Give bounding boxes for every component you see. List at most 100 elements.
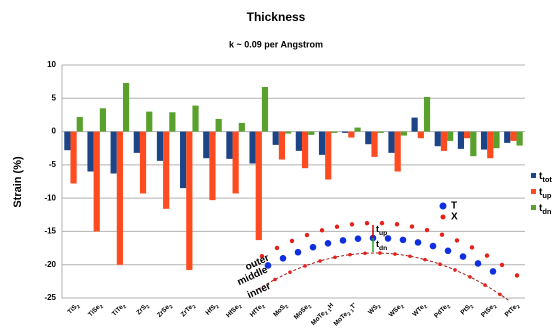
y-tick-label: 0 bbox=[52, 127, 57, 136]
inner-dot bbox=[288, 270, 292, 274]
chart-title: Thickness bbox=[247, 10, 306, 24]
bar bbox=[457, 131, 465, 149]
bar bbox=[99, 108, 107, 132]
bar bbox=[93, 131, 100, 232]
inner-dot bbox=[393, 252, 397, 256]
bar bbox=[203, 131, 210, 159]
bar bbox=[516, 131, 523, 146]
bar bbox=[285, 131, 292, 134]
y-tick-label: -10 bbox=[44, 193, 56, 202]
legend-swatch bbox=[531, 189, 536, 194]
bar bbox=[301, 131, 309, 169]
middle-dot bbox=[339, 237, 347, 244]
bar bbox=[388, 131, 395, 153]
bar bbox=[278, 131, 286, 160]
bar bbox=[504, 131, 511, 143]
bar bbox=[186, 131, 193, 271]
x-tick-label: ZrSe2 bbox=[156, 301, 175, 320]
x-tick-label: HfS2 bbox=[204, 301, 220, 317]
x-tick-label: WTe2 bbox=[411, 301, 429, 319]
bar bbox=[318, 131, 326, 155]
bar bbox=[348, 131, 355, 138]
y-tick-label: 10 bbox=[47, 60, 56, 69]
middle-dot bbox=[294, 248, 302, 256]
inner-dot bbox=[348, 252, 352, 257]
inner-dot bbox=[453, 268, 457, 272]
bar bbox=[434, 131, 441, 147]
inner-dot bbox=[408, 254, 412, 259]
middle-dot bbox=[429, 242, 437, 250]
inner-line bbox=[257, 252, 511, 302]
x-tick-label: MoTe2 1H bbox=[310, 301, 337, 328]
bar bbox=[325, 131, 332, 180]
outer-dot bbox=[484, 253, 490, 258]
y-tick-label: -20 bbox=[44, 260, 56, 269]
outer-dot bbox=[499, 262, 505, 268]
y-tick-label: -15 bbox=[44, 227, 56, 236]
outer-dot bbox=[379, 220, 385, 226]
bar bbox=[394, 131, 401, 172]
inset-label: tdn bbox=[376, 239, 387, 252]
x-tick-label: MoS2 bbox=[272, 301, 290, 319]
bar bbox=[423, 96, 431, 132]
inner-dot bbox=[498, 292, 502, 297]
inset-legend-label: T bbox=[451, 201, 457, 212]
inset-label: tup bbox=[376, 224, 387, 237]
middle-dot bbox=[399, 236, 407, 244]
inner-dot bbox=[423, 257, 427, 262]
bar bbox=[232, 131, 239, 194]
chart-subtitle: k ~ 0.09 per Angstrom bbox=[229, 39, 323, 49]
bar bbox=[156, 131, 164, 161]
bar bbox=[133, 131, 140, 153]
outer-dot bbox=[349, 222, 355, 227]
outer-dot bbox=[394, 222, 400, 227]
bar bbox=[377, 131, 384, 133]
bar bbox=[440, 131, 448, 151]
outer-dot bbox=[274, 245, 280, 251]
outer-dot bbox=[304, 232, 310, 238]
outer-dot bbox=[454, 238, 460, 243]
inset-legend-dot bbox=[439, 202, 447, 210]
middle-dot bbox=[264, 262, 272, 269]
inner-dot bbox=[318, 259, 322, 263]
bar bbox=[169, 112, 176, 132]
bar bbox=[209, 131, 216, 201]
middle-dot bbox=[309, 243, 317, 251]
bar bbox=[163, 131, 170, 209]
inner-dot bbox=[333, 255, 337, 260]
outer-dot bbox=[259, 253, 265, 259]
inner-dot bbox=[483, 283, 487, 287]
middle-dot bbox=[474, 260, 482, 267]
outer-dot bbox=[514, 273, 520, 278]
legend-swatch bbox=[531, 173, 536, 178]
x-tick-label: HfSe2 bbox=[225, 301, 244, 320]
x-tick-label: PdTe2 bbox=[433, 301, 452, 320]
bar bbox=[64, 131, 71, 151]
bar bbox=[371, 131, 378, 157]
legend-swatch bbox=[531, 205, 536, 210]
bar bbox=[76, 116, 83, 132]
x-tick-label: HfTe2 bbox=[249, 301, 267, 319]
x-tick-label: PtS2 bbox=[459, 301, 475, 317]
bar bbox=[139, 131, 147, 194]
bar bbox=[180, 131, 187, 189]
x-tick-label: WS2 bbox=[367, 301, 383, 317]
bar bbox=[470, 131, 477, 157]
x-tick-label: PtSe2 bbox=[480, 301, 499, 320]
inner-dot bbox=[438, 262, 442, 266]
outer-dot bbox=[364, 220, 370, 226]
x-tick-label: WSe2 bbox=[387, 301, 405, 319]
bar bbox=[70, 131, 77, 184]
legend-label: ttot bbox=[539, 171, 552, 185]
bar bbox=[365, 131, 372, 145]
legend-label: tdn bbox=[539, 203, 552, 217]
bar bbox=[342, 131, 349, 133]
bar bbox=[255, 131, 262, 241]
middle-dot bbox=[459, 253, 467, 260]
bar bbox=[146, 111, 153, 132]
legend-label: tup bbox=[539, 187, 552, 201]
bar bbox=[295, 131, 302, 151]
x-tick-label: TiS2 bbox=[66, 301, 82, 317]
inset-legend-label: X bbox=[451, 212, 458, 223]
